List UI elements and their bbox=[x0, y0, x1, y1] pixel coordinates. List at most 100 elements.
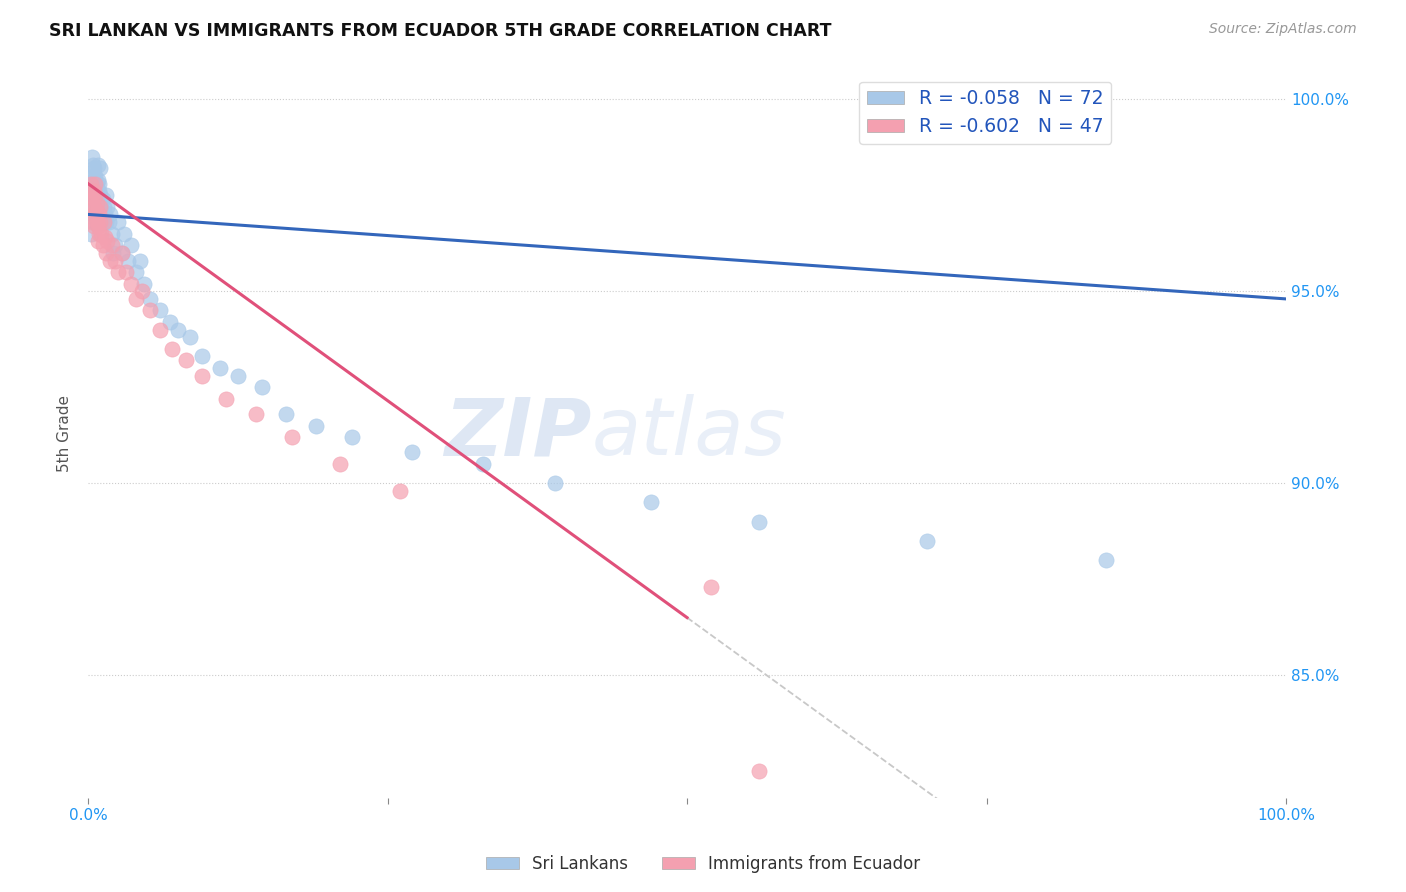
Point bbox=[125, 292, 148, 306]
Point bbox=[139, 303, 162, 318]
Point bbox=[107, 215, 129, 229]
Point bbox=[120, 277, 142, 291]
Point bbox=[83, 173, 105, 187]
Point bbox=[82, 185, 104, 199]
Point bbox=[83, 200, 105, 214]
Point bbox=[98, 207, 121, 221]
Point bbox=[80, 200, 103, 214]
Point bbox=[103, 238, 125, 252]
Point bbox=[94, 188, 117, 202]
Point bbox=[89, 188, 111, 202]
Point bbox=[329, 457, 352, 471]
Point bbox=[82, 207, 104, 221]
Point bbox=[915, 533, 938, 548]
Point bbox=[640, 495, 662, 509]
Point bbox=[89, 215, 111, 229]
Point bbox=[748, 764, 770, 779]
Point bbox=[94, 230, 117, 244]
Point bbox=[91, 192, 114, 206]
Point bbox=[700, 580, 723, 594]
Point bbox=[107, 265, 129, 279]
Point bbox=[86, 177, 108, 191]
Point bbox=[281, 430, 304, 444]
Point bbox=[98, 253, 121, 268]
Point bbox=[86, 203, 108, 218]
Point bbox=[401, 445, 423, 459]
Point bbox=[96, 235, 118, 249]
Point bbox=[82, 192, 104, 206]
Point bbox=[79, 188, 101, 202]
Point bbox=[250, 380, 273, 394]
Point bbox=[167, 323, 190, 337]
Point bbox=[472, 457, 495, 471]
Point bbox=[83, 219, 105, 233]
Point bbox=[87, 227, 110, 241]
Point bbox=[87, 215, 110, 229]
Point bbox=[191, 350, 214, 364]
Point bbox=[87, 207, 110, 221]
Point bbox=[388, 483, 411, 498]
Point bbox=[84, 188, 107, 202]
Point bbox=[103, 253, 125, 268]
Point bbox=[91, 203, 114, 218]
Point bbox=[89, 161, 111, 176]
Point bbox=[111, 245, 134, 260]
Point bbox=[86, 215, 108, 229]
Point bbox=[226, 368, 249, 383]
Point bbox=[111, 245, 134, 260]
Point bbox=[90, 207, 112, 221]
Point bbox=[544, 476, 567, 491]
Point bbox=[94, 245, 117, 260]
Point bbox=[208, 361, 231, 376]
Point bbox=[1095, 553, 1118, 567]
Point bbox=[93, 215, 115, 229]
Point bbox=[94, 207, 117, 221]
Point bbox=[117, 253, 139, 268]
Point bbox=[87, 177, 110, 191]
Point bbox=[83, 185, 105, 199]
Legend: R = -0.058   N = 72, R = -0.602   N = 47: R = -0.058 N = 72, R = -0.602 N = 47 bbox=[859, 81, 1111, 144]
Text: SRI LANKAN VS IMMIGRANTS FROM ECUADOR 5TH GRADE CORRELATION CHART: SRI LANKAN VS IMMIGRANTS FROM ECUADOR 5T… bbox=[49, 22, 832, 40]
Point bbox=[83, 161, 105, 176]
Point bbox=[149, 323, 172, 337]
Point bbox=[84, 180, 107, 194]
Point bbox=[131, 284, 153, 298]
Point bbox=[93, 215, 115, 229]
Point bbox=[80, 150, 103, 164]
Point bbox=[87, 235, 110, 249]
Point bbox=[112, 227, 135, 241]
Point bbox=[215, 392, 238, 406]
Point bbox=[83, 192, 105, 206]
Point bbox=[87, 188, 110, 202]
Point bbox=[101, 238, 124, 252]
Text: ZIP: ZIP bbox=[444, 394, 592, 472]
Point bbox=[80, 177, 103, 191]
Text: atlas: atlas bbox=[592, 394, 786, 472]
Point bbox=[103, 245, 125, 260]
Point bbox=[125, 265, 148, 279]
Point bbox=[83, 215, 105, 229]
Point bbox=[87, 195, 110, 210]
Point bbox=[79, 200, 101, 214]
Point bbox=[245, 407, 267, 421]
Point bbox=[191, 368, 214, 383]
Point bbox=[176, 353, 198, 368]
Point bbox=[84, 169, 107, 183]
Point bbox=[91, 238, 114, 252]
Legend: Sri Lankans, Immigrants from Ecuador: Sri Lankans, Immigrants from Ecuador bbox=[479, 848, 927, 880]
Point bbox=[96, 200, 118, 214]
Point bbox=[134, 277, 156, 291]
Point bbox=[305, 418, 328, 433]
Point bbox=[86, 195, 108, 210]
Point bbox=[80, 215, 103, 229]
Point bbox=[160, 342, 183, 356]
Point bbox=[179, 330, 201, 344]
Point bbox=[89, 200, 111, 214]
Point bbox=[79, 227, 101, 241]
Point bbox=[80, 165, 103, 179]
Point bbox=[86, 188, 108, 202]
Point bbox=[139, 292, 162, 306]
Point bbox=[79, 188, 101, 202]
Point bbox=[87, 185, 110, 199]
Point bbox=[340, 430, 363, 444]
